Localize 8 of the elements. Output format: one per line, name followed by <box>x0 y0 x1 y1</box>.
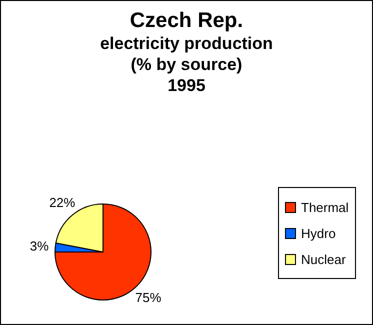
data-label: 22% <box>49 195 76 210</box>
chart-title: Czech Rep. <box>128 9 244 33</box>
legend-label: Hydro <box>301 226 336 240</box>
data-label: 3% <box>30 238 50 254</box>
legend-label: Nuclear <box>301 252 346 266</box>
legend-label: Thermal <box>301 200 349 214</box>
chart-subtitle: electricity production (% by source) 1995 <box>99 33 274 96</box>
data-label: 75% <box>135 290 162 305</box>
